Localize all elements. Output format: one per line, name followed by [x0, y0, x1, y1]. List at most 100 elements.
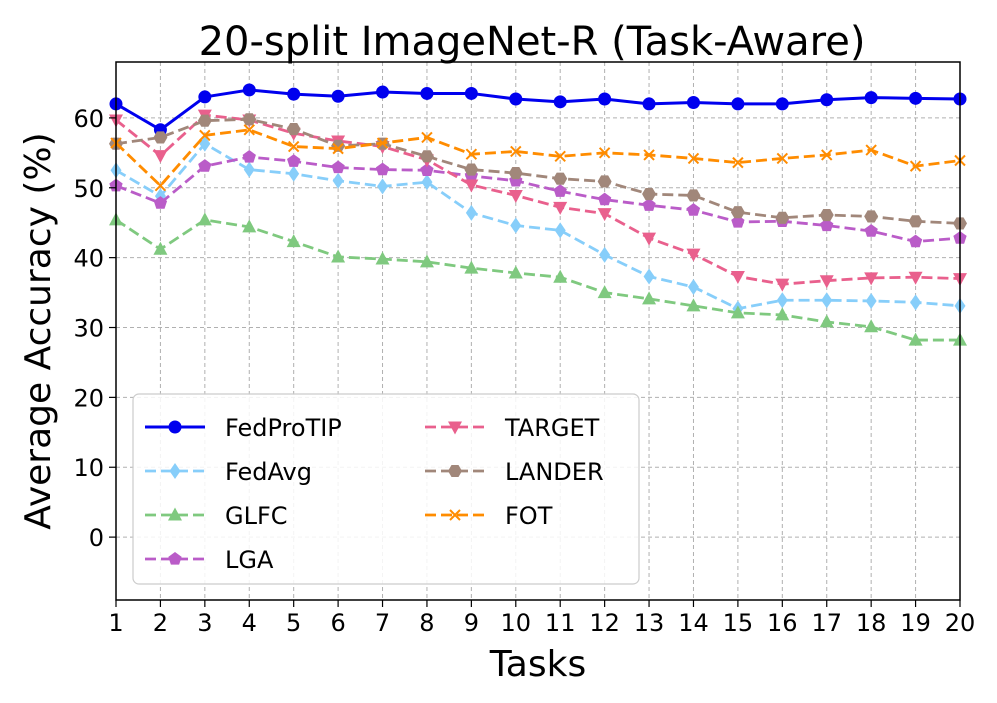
data-point-target [775, 278, 790, 292]
data-point-lga [686, 203, 701, 216]
data-point-fedprotip [287, 87, 301, 101]
data-point-target [819, 275, 834, 289]
data-point-lga [331, 160, 345, 174]
y-tick-label: 60 [73, 105, 104, 133]
data-point-lga [153, 196, 168, 209]
data-point-fedprotip [686, 96, 700, 110]
data-point-fot [332, 142, 344, 155]
series-line-lander [115, 117, 961, 225]
legend-label-glfc: GLFC [225, 502, 288, 530]
data-point-fedprotip [242, 83, 256, 97]
series-line-fedavg [115, 142, 961, 311]
data-point-glfc [331, 249, 346, 263]
data-point-glfc [153, 241, 168, 255]
data-point-fedavg [465, 204, 477, 221]
data-point-fedavg [377, 178, 389, 195]
legend-label-lga: LGA [225, 546, 274, 574]
x-tick-label: 14 [678, 609, 709, 637]
data-point-lga [375, 162, 390, 176]
series-layer [109, 83, 967, 346]
data-point-fot [199, 129, 211, 142]
x-tick-label: 17 [811, 609, 842, 637]
series-glfc [109, 212, 967, 346]
legend: FedProTIP FedAvg GLFC LGA TARGET LANDER FOT [132, 393, 640, 585]
chart-title: 20-split ImageNet-R (Task-Aware) [199, 19, 866, 65]
data-point-lander [242, 113, 257, 126]
data-point-lga [642, 198, 656, 211]
legend-marker-lander [448, 464, 462, 478]
data-point-lga [287, 154, 301, 167]
data-point-fedprotip [598, 92, 612, 106]
y-tick-label: 20 [73, 384, 104, 412]
x-tick-label: 16 [767, 609, 798, 637]
data-point-fedavg [599, 246, 611, 263]
data-point-fot [643, 149, 655, 161]
data-point-glfc [730, 305, 745, 319]
data-point-target [597, 208, 612, 222]
legend-marker-lga [168, 552, 182, 565]
x-tick-label: 11 [545, 609, 576, 637]
data-point-lga [553, 184, 567, 197]
data-point-lander [730, 206, 745, 219]
data-point-glfc [286, 234, 301, 248]
data-point-fedprotip [464, 86, 478, 100]
y-tick-label: 0 [89, 524, 104, 552]
data-point-lander [908, 215, 923, 228]
data-point-fedavg [910, 294, 922, 311]
data-point-glfc [864, 319, 879, 333]
data-point-glfc [375, 251, 390, 265]
x-tick-label: 7 [375, 609, 390, 637]
legend-marker-glfc [168, 507, 182, 521]
x-tick-label: 18 [856, 609, 887, 637]
data-point-fedprotip [553, 95, 567, 109]
data-point-lander [819, 208, 834, 222]
data-point-glfc [553, 269, 568, 283]
data-point-glfc [242, 219, 257, 233]
data-point-fedprotip [820, 93, 834, 107]
x-tick-label: 15 [723, 609, 754, 637]
data-point-fot [421, 131, 433, 144]
x-tick-label: 5 [286, 609, 301, 637]
data-point-fot [554, 150, 566, 163]
data-point-target [153, 150, 168, 164]
data-point-fedavg [687, 278, 699, 295]
data-point-lander [153, 131, 168, 144]
legend-label-fot: FOT [505, 502, 553, 530]
data-point-fot [687, 152, 700, 165]
x-tick-label: 19 [900, 609, 931, 637]
data-point-target [686, 248, 701, 262]
data-point-lander [775, 211, 790, 224]
data-point-target [553, 201, 568, 215]
data-point-fot [821, 149, 833, 161]
data-point-lga [420, 163, 434, 176]
data-point-lga [864, 224, 878, 237]
legend-marker-fot [449, 509, 461, 521]
series-lga [109, 150, 967, 248]
data-point-fot [465, 148, 478, 160]
data-point-target [730, 271, 745, 285]
data-point-fot [243, 124, 255, 136]
ticks: 1 2 3 4 5 6 7 8 9 10 11 12 13 14 15 16 17 18 19 20010203040… [73, 105, 975, 637]
data-point-glfc [775, 307, 790, 321]
series-fedavg [110, 135, 966, 317]
data-point-glfc [686, 298, 701, 312]
data-point-fedavg [510, 217, 522, 234]
data-point-fot [865, 144, 877, 156]
series-line-fot [115, 128, 961, 188]
data-point-fedavg [332, 172, 344, 189]
y-tick-label: 10 [73, 454, 104, 482]
y-tick-label: 30 [73, 315, 104, 343]
series-lander [109, 113, 967, 230]
data-point-fedprotip [731, 97, 745, 111]
data-point-lander [864, 210, 879, 223]
y-tick-label: 50 [73, 175, 104, 203]
x-tick-label: 3 [197, 609, 212, 637]
data-point-fot [154, 179, 167, 192]
data-point-lander [686, 189, 701, 202]
data-point-fedavg [776, 292, 788, 309]
data-point-target [464, 179, 479, 193]
data-point-target [642, 232, 657, 246]
x-tick-label: 1 [108, 609, 123, 637]
series-line-target [115, 113, 961, 286]
y-tick-label: 40 [73, 245, 104, 273]
